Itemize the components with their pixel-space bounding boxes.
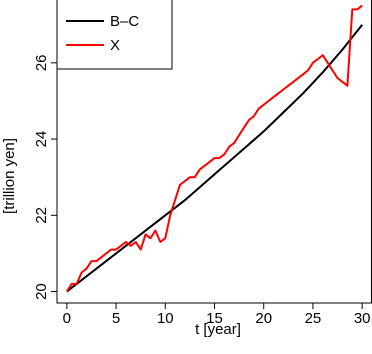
y-axis: 20 22 24 26 bbox=[33, 54, 57, 300]
legend-label-series-2: X bbox=[110, 37, 120, 54]
x-tick-label: 20 bbox=[255, 310, 272, 327]
x-tick-label: 10 bbox=[157, 310, 174, 327]
x-axis: 0 5 10 15 20 25 30 bbox=[63, 303, 371, 327]
x-tick-label: 15 bbox=[206, 310, 223, 327]
y-tick-label: 22 bbox=[33, 207, 50, 224]
legend-label-series-1: B–C bbox=[110, 13, 139, 30]
x-tick-label: 0 bbox=[63, 310, 71, 327]
series-line-1 bbox=[66, 24, 363, 293]
y-tick-label: 26 bbox=[33, 54, 50, 71]
x-tick-label: 25 bbox=[305, 310, 322, 327]
series-layer bbox=[65, 4, 363, 293]
series-line-2 bbox=[65, 4, 363, 293]
x-tick-label: 30 bbox=[354, 310, 371, 327]
x-axis-title: t [year] bbox=[195, 321, 241, 338]
y-tick-label: 20 bbox=[33, 283, 50, 300]
x-tick-label: 5 bbox=[112, 310, 120, 327]
y-tick-label: 24 bbox=[33, 131, 50, 148]
legend-box bbox=[56, 0, 173, 70]
y-axis-title: [trillion yen] bbox=[1, 138, 18, 214]
legend: B–C X bbox=[56, 0, 173, 70]
